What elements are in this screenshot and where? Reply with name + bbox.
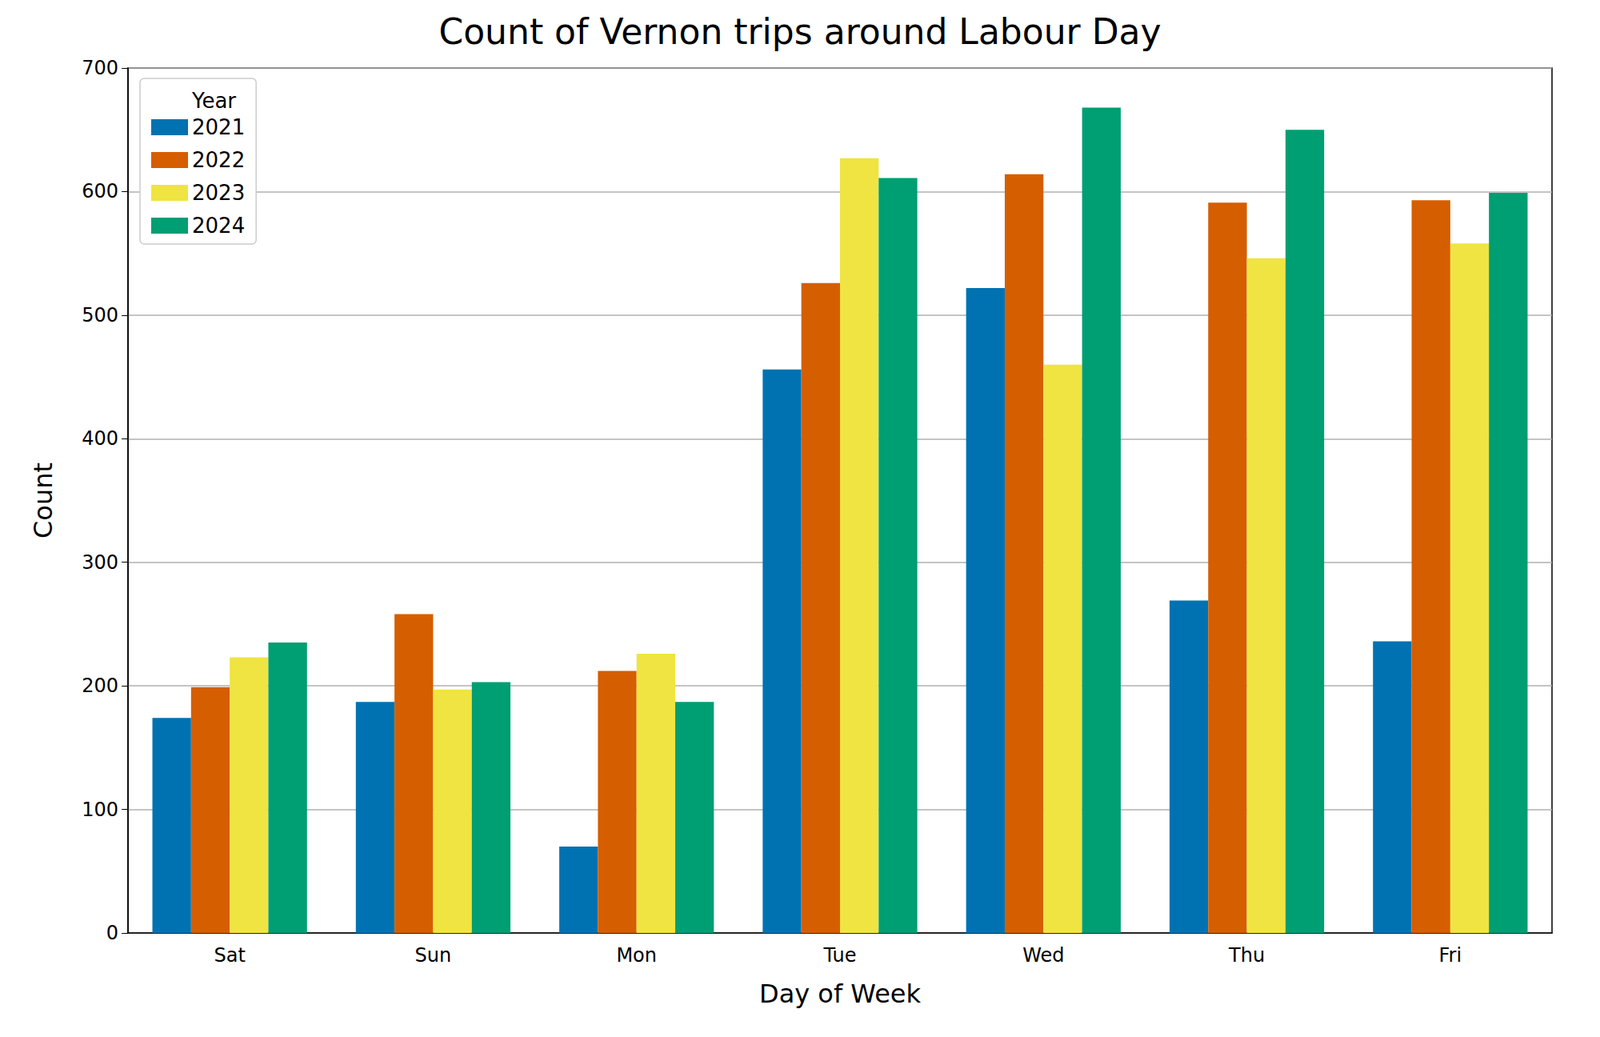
svg-text:300: 300 bbox=[81, 551, 119, 574]
svg-text:Thu: Thu bbox=[1228, 944, 1265, 967]
svg-text:Sat: Sat bbox=[213, 944, 245, 967]
svg-text:100: 100 bbox=[81, 798, 119, 821]
svg-text:2023: 2023 bbox=[192, 180, 245, 205]
svg-text:200: 200 bbox=[81, 674, 119, 697]
svg-text:Sun: Sun bbox=[415, 944, 452, 967]
svg-text:Tue: Tue bbox=[823, 944, 857, 967]
svg-text:Year: Year bbox=[191, 88, 236, 113]
svg-text:Count: Count bbox=[28, 462, 59, 539]
svg-text:Fri: Fri bbox=[1439, 944, 1463, 967]
svg-text:700: 700 bbox=[81, 56, 119, 80]
svg-text:Mon: Mon bbox=[616, 944, 657, 967]
svg-text:2021: 2021 bbox=[192, 115, 245, 140]
svg-text:Day of Week: Day of Week bbox=[759, 978, 922, 1009]
svg-text:2024: 2024 bbox=[192, 213, 245, 238]
svg-text:Wed: Wed bbox=[1022, 944, 1064, 967]
svg-text:0: 0 bbox=[106, 921, 119, 944]
svg-text:Count of Vernon trips around L: Count of Vernon trips around Labour Day bbox=[438, 11, 1161, 52]
svg-text:2022: 2022 bbox=[192, 148, 245, 172]
svg-text:600: 600 bbox=[81, 180, 119, 203]
svg-text:500: 500 bbox=[81, 304, 119, 327]
svg-text:400: 400 bbox=[81, 427, 119, 450]
